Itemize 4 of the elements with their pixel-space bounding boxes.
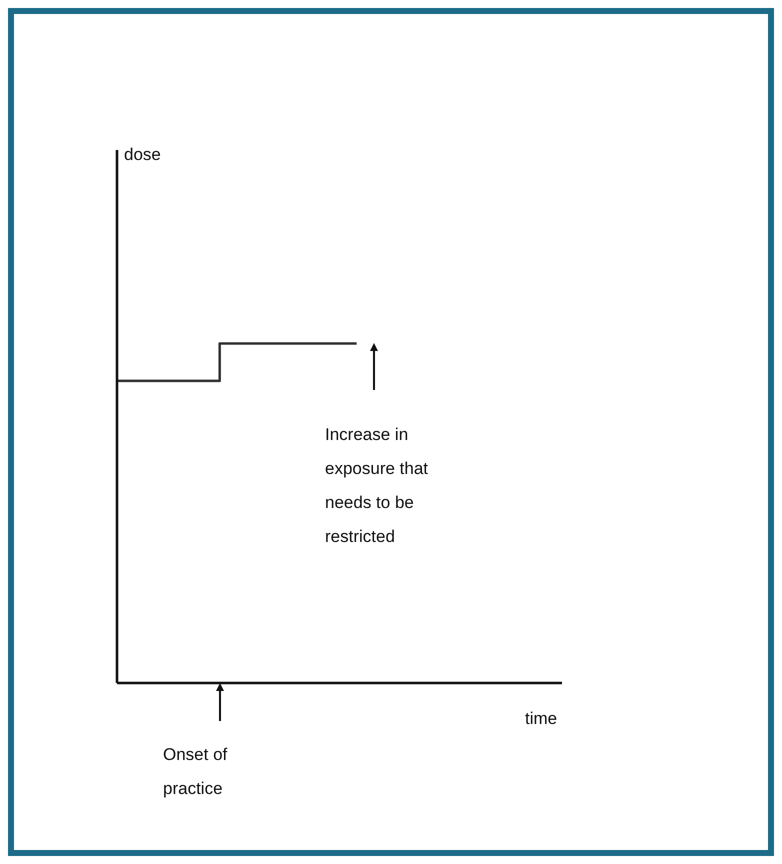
x-axis-title: time (525, 708, 558, 730)
text: Onset of practice (163, 744, 228, 800)
annotation: Increase in exposure that needs to be restricted (325, 424, 430, 548)
text: dose (124, 144, 161, 166)
